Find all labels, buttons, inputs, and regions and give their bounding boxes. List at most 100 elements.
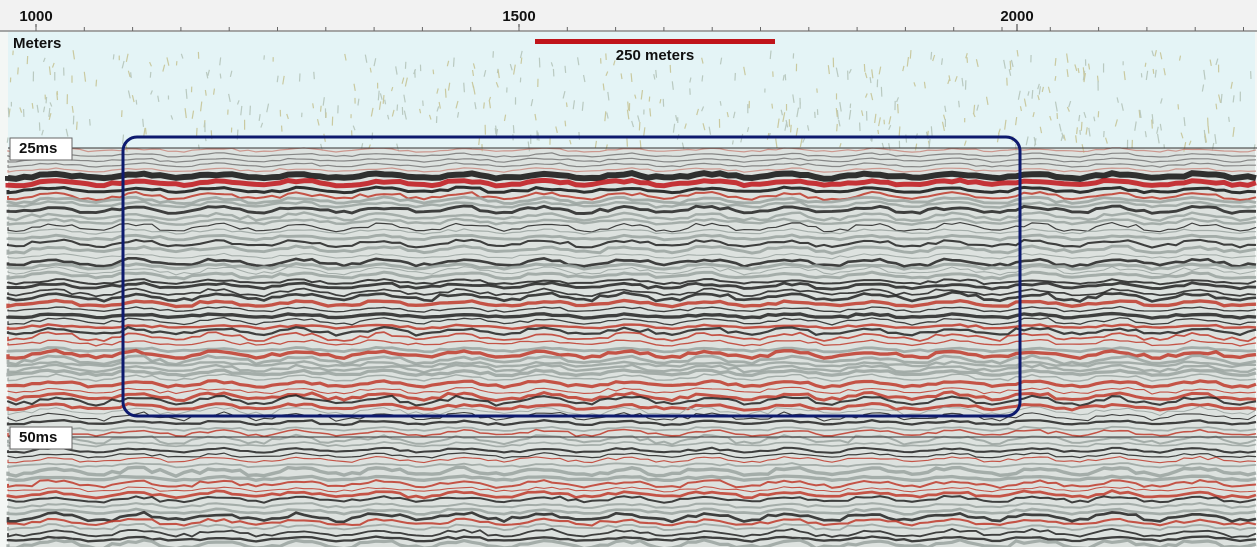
reflector: [7, 425, 1257, 432]
noise: [848, 68, 852, 74]
noise: [436, 88, 439, 94]
noise: [888, 116, 892, 125]
noise: [701, 57, 704, 64]
noise: [1180, 132, 1184, 139]
noise: [258, 114, 261, 121]
noise: [1087, 63, 1091, 70]
noise: [1003, 59, 1006, 69]
reflector: [6, 348, 1257, 361]
reflector: [6, 489, 1257, 500]
noise: [436, 106, 440, 112]
noise: [48, 112, 52, 121]
noise: [344, 53, 347, 61]
noise: [185, 88, 188, 99]
noise: [746, 127, 750, 133]
noise: [1214, 134, 1217, 144]
noise: [1066, 69, 1069, 78]
highlight-box: [121, 135, 1022, 418]
reflector: [7, 147, 1257, 153]
noise: [1156, 133, 1160, 144]
noise: [848, 109, 852, 120]
noise: [923, 81, 926, 89]
noise: [784, 121, 788, 131]
noise: [1083, 72, 1087, 83]
noise: [1218, 94, 1222, 104]
noise: [1060, 134, 1064, 142]
noise: [162, 64, 166, 72]
noise: [701, 106, 705, 112]
noise: [898, 126, 901, 137]
noise: [864, 72, 868, 79]
noise: [581, 101, 584, 111]
noise: [352, 125, 356, 131]
noise: [353, 83, 356, 91]
noise: [509, 63, 513, 71]
scale-bar-label: 250 meters: [616, 47, 694, 64]
noise: [149, 71, 152, 78]
noise: [503, 114, 507, 122]
noise: [941, 121, 946, 131]
time-label: 50ms: [19, 429, 57, 446]
noise: [1010, 59, 1014, 68]
time-label-box: [9, 137, 73, 161]
ticks: 1000 1500 2000: [19, 8, 1244, 31]
reflector: [7, 522, 1257, 531]
noise: [671, 81, 674, 90]
noise: [649, 108, 652, 117]
noise: [1054, 58, 1057, 66]
noise: [1154, 69, 1157, 78]
reflector: [7, 221, 1257, 233]
noise: [769, 50, 772, 60]
reflector: [6, 360, 1257, 369]
noise: [640, 89, 644, 100]
noise: [125, 53, 129, 62]
reflector: [6, 262, 1257, 271]
noise: [483, 70, 487, 77]
noise: [954, 75, 958, 82]
noise: [1080, 121, 1083, 131]
noise: [1104, 137, 1108, 144]
reflector: [6, 244, 1257, 255]
noise: [49, 102, 53, 107]
noise: [816, 88, 818, 93]
noise: [530, 99, 534, 107]
noise: [965, 53, 968, 59]
noise: [1032, 111, 1035, 118]
noise: [948, 75, 951, 82]
noise: [870, 92, 874, 101]
noise: [1220, 93, 1223, 104]
noise: [1082, 67, 1085, 76]
noise: [240, 105, 243, 116]
axis-bar: [0, 0, 1257, 31]
noise: [607, 91, 610, 101]
noise: [839, 142, 842, 148]
reflector: [6, 465, 1257, 479]
noise: [896, 97, 900, 103]
noise: [1049, 115, 1052, 121]
reflector: [6, 379, 1257, 390]
reflector: [6, 233, 1257, 242]
noise: [902, 65, 905, 72]
noise: [1033, 138, 1037, 147]
noise: [839, 101, 842, 112]
noise: [777, 118, 780, 128]
noise: [943, 114, 946, 120]
noise: [83, 71, 87, 82]
reflector: [6, 311, 1257, 320]
tick-label: 1000: [19, 8, 52, 25]
reflector: [6, 368, 1257, 378]
noise: [199, 101, 203, 112]
noise: [260, 122, 264, 128]
noise: [807, 125, 810, 131]
reflector: [7, 338, 1257, 347]
noise: [357, 98, 360, 106]
noise: [387, 114, 390, 120]
noise: [655, 69, 658, 78]
noise: [1058, 123, 1062, 132]
reflector: [6, 185, 1257, 195]
noise: [1183, 117, 1186, 127]
noise: [564, 65, 567, 73]
noise: [684, 123, 687, 129]
